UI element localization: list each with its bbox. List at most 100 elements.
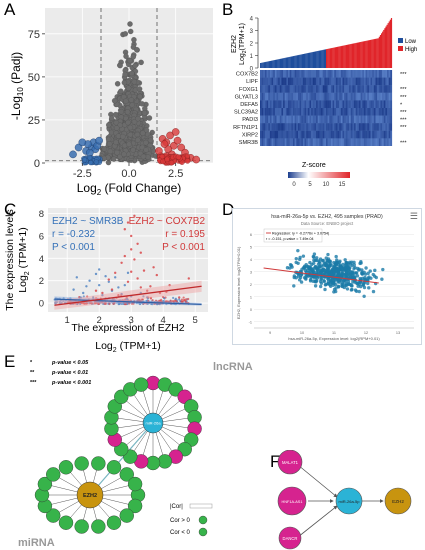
chart-menu-icon[interactable]: ☰	[409, 211, 418, 221]
encori-x-ticks: 9 10 11 12 13	[269, 331, 400, 335]
heatmap-cell	[378, 100, 381, 108]
heatmap-cell	[370, 108, 373, 116]
encori-point	[335, 258, 339, 262]
volcano-up-point	[175, 154, 182, 160]
heatmap-cell	[283, 115, 285, 124]
heatmap-cell	[321, 108, 323, 116]
heatmap-cell	[309, 77, 312, 86]
encori-point	[315, 256, 319, 260]
heatmap-cell	[294, 130, 297, 139]
ezh2-bar	[348, 44, 350, 68]
heatmap-cell	[359, 123, 361, 131]
heatmap-cell	[330, 123, 333, 131]
heatmap-cell	[312, 108, 315, 116]
heatmap-cell	[271, 92, 274, 101]
volcano-ns-point	[117, 153, 123, 160]
heatmap-cell	[271, 100, 274, 108]
heatmap-cell	[314, 115, 317, 124]
heatmap-cell	[340, 85, 343, 93]
ezh2-bar	[278, 59, 280, 68]
heatmap-cell	[329, 92, 332, 101]
heatmap-cell	[322, 100, 325, 108]
encori-point	[381, 267, 385, 272]
heatmap-cell	[304, 138, 307, 146]
heatmap-cell	[354, 77, 356, 86]
heatmap-cell	[334, 130, 336, 139]
heatmap-cell	[307, 138, 310, 146]
heatmap-cell	[266, 100, 269, 108]
heatmap-cell	[349, 108, 351, 116]
legend-high-swatch	[398, 46, 403, 51]
heatmap-cell	[293, 70, 295, 78]
heatmap-cell	[347, 85, 350, 93]
heatmap-cell	[349, 130, 351, 139]
heatmap-cell	[334, 85, 336, 93]
encori-point	[362, 285, 367, 290]
heatmap-cell	[382, 100, 384, 108]
heatmap-cell	[296, 130, 299, 139]
heatmap-cell	[367, 92, 369, 101]
encori-legend: Regression: ly = -0.2776x + 3.0754) r = …	[263, 228, 329, 243]
encori-point	[354, 289, 359, 294]
heatmap-cell	[306, 123, 308, 131]
encori-point	[319, 270, 323, 274]
node-ezh2[interactable]: EZH2	[384, 487, 412, 515]
heatmap-cell	[332, 138, 335, 146]
volcano-ns-point	[146, 115, 153, 121]
mirna-node	[106, 460, 122, 475]
heatmap-cell	[368, 100, 371, 108]
node-hnf1a-as1[interactable]: HNF1A-AS1	[277, 486, 307, 516]
heatmap-cell	[273, 115, 275, 124]
annotation-cox7b2-title: EZH2 ~ COX7B2	[129, 216, 206, 227]
heatmap-cell	[263, 130, 266, 139]
heatmap-cell	[352, 70, 355, 78]
node-mir-26a-5p-label: miR-26a-5p	[339, 499, 361, 504]
cox7b2-point	[158, 291, 162, 295]
cox7b2-point	[86, 295, 89, 298]
heatmap-cell	[301, 100, 303, 108]
heatmap-cell	[279, 130, 282, 139]
encori-point	[352, 263, 356, 267]
volcano-x-tick-label: 2.5	[168, 168, 183, 180]
heatmap-cell	[269, 115, 272, 124]
heatmap-cell	[316, 92, 318, 101]
heatmap-cell	[335, 100, 338, 108]
heatmap-cell	[263, 77, 266, 86]
node-malat1[interactable]: MALAT1	[277, 450, 303, 475]
heatmap-cell	[372, 92, 374, 101]
heatmap-cell	[329, 115, 332, 124]
encori-point	[326, 280, 331, 284]
panel-letter-e: E	[4, 352, 16, 371]
volcano-ns-point	[117, 62, 123, 69]
heatmap-cell	[324, 92, 327, 101]
legend-low-swatch	[398, 38, 403, 43]
panel-letter-f: F	[270, 452, 281, 471]
ezh2-bar	[291, 56, 294, 68]
heatmap-cell	[261, 92, 264, 101]
node-dancr[interactable]: DANCR	[278, 526, 302, 550]
encori-point	[337, 260, 342, 265]
heatmap-cell	[274, 115, 277, 124]
heatmap-cell	[321, 130, 323, 139]
heatmap-cell	[286, 92, 289, 101]
heatmap-cell	[385, 77, 388, 86]
significance-mark: ***	[400, 72, 407, 78]
heatmap-cell	[321, 77, 323, 86]
heatmap-cell	[263, 108, 266, 116]
encori-point	[344, 283, 348, 288]
heatmap-cell	[330, 138, 333, 146]
heatmap-cell	[368, 108, 371, 116]
colorbar	[288, 172, 350, 178]
encori-point	[326, 273, 330, 277]
heatmap-cell	[319, 108, 322, 116]
heatmap-cell	[301, 115, 303, 124]
correlation-x-tick-label: 5	[193, 315, 198, 326]
volcano-ns-point	[127, 57, 133, 64]
heatmap-cell	[385, 130, 388, 139]
node-mir-26a-5p[interactable]: miR-26a-5p	[335, 487, 363, 515]
heatmap-cell	[297, 100, 300, 108]
encori-point	[326, 267, 331, 272]
volcano-ns-point	[139, 144, 145, 151]
heatmap-cell	[375, 130, 378, 139]
heatmap-cell	[263, 85, 266, 93]
